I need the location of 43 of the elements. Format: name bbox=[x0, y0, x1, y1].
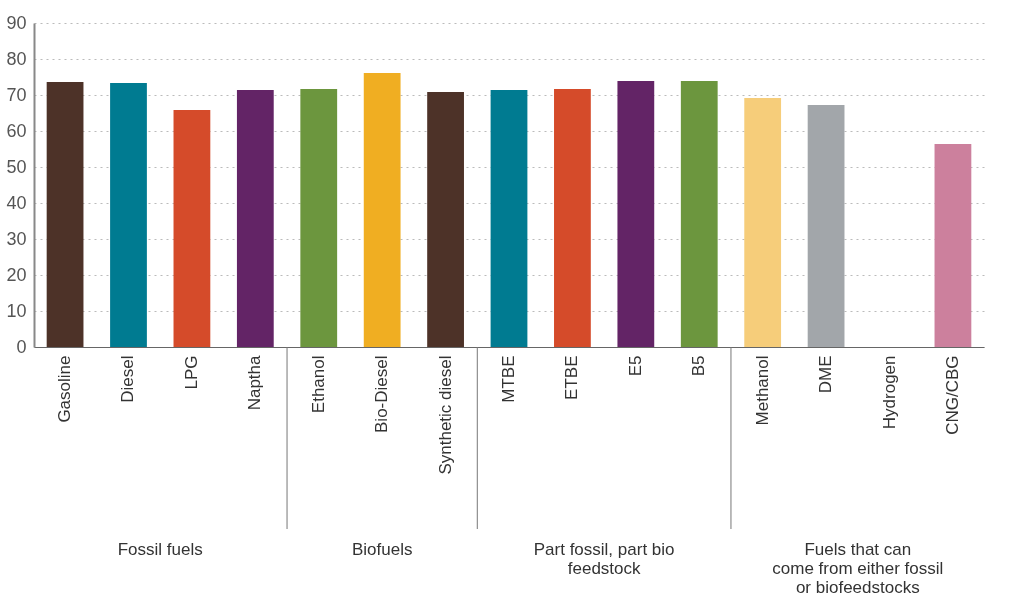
bar bbox=[363, 73, 401, 347]
text: Biofuels bbox=[351, 540, 413, 559]
x-tick-label: B5 bbox=[689, 355, 709, 377]
x-tick-label: Bio-Diesel bbox=[372, 355, 392, 433]
x-tick-label: LPG bbox=[181, 355, 201, 390]
y-tick-label: 40 bbox=[6, 192, 27, 213]
bar bbox=[807, 105, 845, 347]
y-tick-label: 0 bbox=[16, 336, 27, 357]
x-tick-label: Gasoline bbox=[55, 355, 75, 423]
bar bbox=[46, 82, 84, 347]
bar bbox=[236, 89, 274, 347]
x-tick-label: E5 bbox=[625, 355, 645, 377]
x-tick-label: Synthetic diesel bbox=[435, 355, 455, 475]
x-tick-label: Methanol bbox=[752, 355, 772, 426]
bar bbox=[934, 143, 972, 347]
bar bbox=[173, 110, 211, 347]
bar bbox=[680, 80, 718, 347]
y-tick-label: 80 bbox=[6, 48, 27, 69]
bar bbox=[110, 83, 147, 347]
x-tick-label: Ethanol bbox=[308, 355, 328, 414]
y-tick-label: 20 bbox=[6, 264, 27, 285]
y-tick-label: 70 bbox=[6, 84, 27, 105]
x-tick-label: Hydrogen bbox=[879, 355, 899, 430]
x-tick-label: Naptha bbox=[245, 354, 265, 411]
bar bbox=[744, 97, 782, 347]
bar bbox=[554, 88, 591, 347]
y-tick-label: 30 bbox=[6, 228, 27, 249]
bar bbox=[617, 80, 655, 347]
bar bbox=[300, 88, 338, 347]
bar bbox=[427, 92, 464, 347]
x-tick-label: Diesel bbox=[118, 355, 138, 403]
x-tick-label: ETBE bbox=[562, 355, 582, 400]
y-tick-label: 90 bbox=[6, 12, 27, 33]
text: Fossil fuels bbox=[117, 540, 203, 559]
text: Fuels that can come from either fossil or biofeedstocks bbox=[772, 540, 944, 597]
y-tick-label: 10 bbox=[6, 300, 27, 321]
x-tick-label: CNG/CBG bbox=[942, 355, 962, 435]
text: Part fossil, part bio feedstock bbox=[533, 540, 675, 578]
x-tick-label: DME bbox=[816, 355, 836, 394]
bar bbox=[490, 89, 528, 347]
y-tick-label: 50 bbox=[6, 156, 27, 177]
y-tick-label: 60 bbox=[6, 120, 27, 141]
x-tick-label: MTBE bbox=[499, 355, 518, 403]
